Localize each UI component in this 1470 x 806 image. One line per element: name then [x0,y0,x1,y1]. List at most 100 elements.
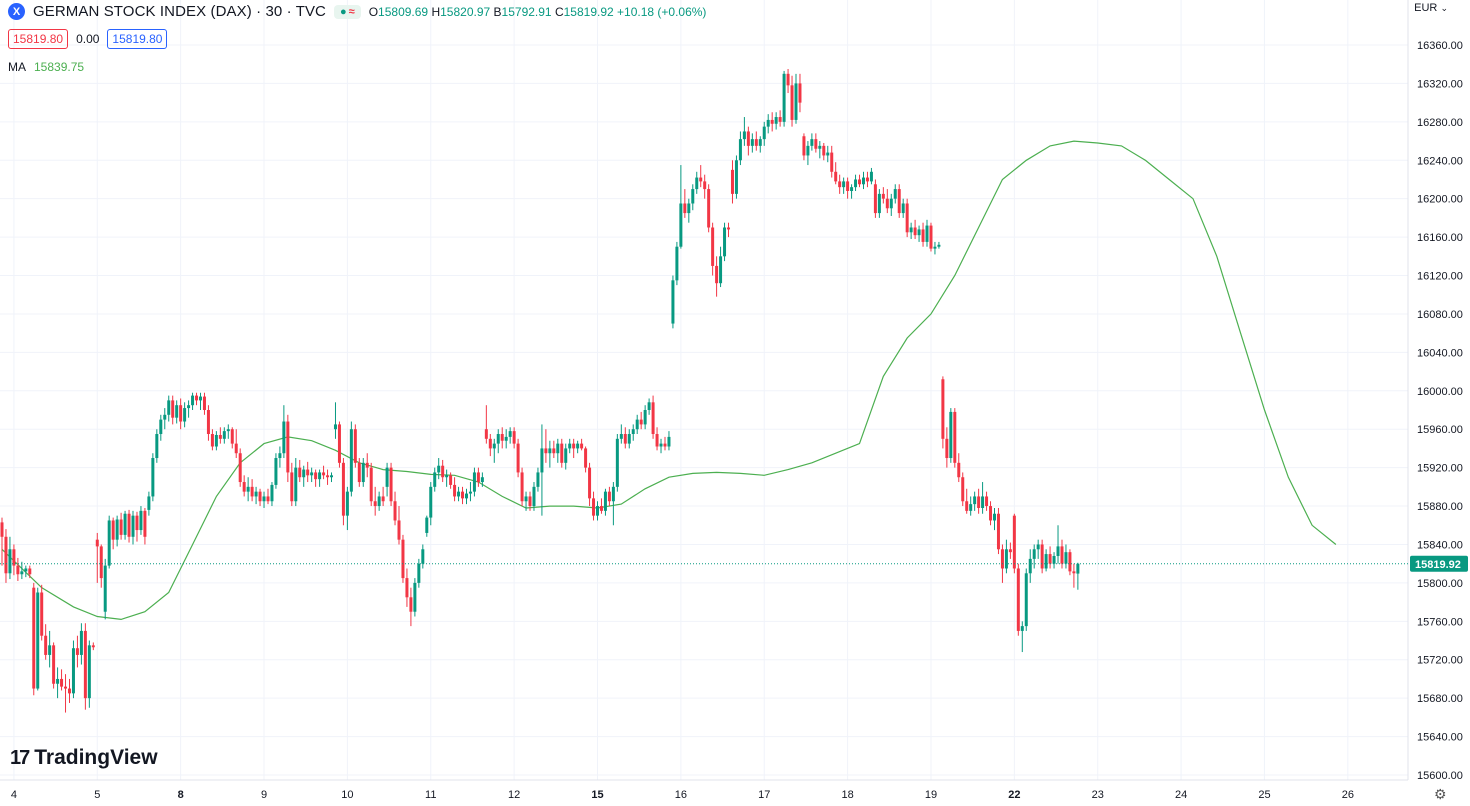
candle [846,177,850,199]
candle-body [854,179,858,188]
candle-body [1016,568,1020,631]
candle [445,469,449,487]
candle [742,117,746,146]
status-pill[interactable]: ● ≈ [334,4,361,19]
candle-body [881,193,885,199]
candle [655,427,659,451]
candle [155,429,159,463]
candle [877,189,881,218]
candle-body [357,462,361,483]
price-axis[interactable]: 15600.00 15640.00 15680.00 15720.00 15760.00… [1417,40,1463,782]
time-tick-label: 12 [508,789,520,801]
candle [961,472,965,507]
candle [861,171,865,190]
candle [588,462,592,507]
candle-body [647,402,651,410]
candle [44,624,48,660]
candle-body [683,203,687,214]
candle-body [107,520,111,566]
ma-legend[interactable]: MA 15839.75 [8,60,84,74]
candle [175,400,179,424]
candle [945,427,949,468]
candle [762,121,766,146]
candle-body [532,486,536,507]
candle [377,491,381,511]
candle-body [119,519,123,535]
candle-body [599,506,603,511]
candle [524,491,528,511]
candle [977,488,981,514]
candle [230,427,234,449]
candle [373,486,377,516]
candle-body [667,436,671,447]
price-tick-label: 15720.00 [1417,655,1463,667]
candle-body [1024,573,1028,627]
candle [1004,539,1008,574]
candle-body [1000,549,1004,569]
candle-body [71,648,75,694]
candle-body [635,419,639,430]
sell-price-box[interactable]: 15819.80 [8,29,69,49]
gear-icon[interactable]: ⚙ [1434,786,1447,802]
currency-selector[interactable]: EUR ⌄ [1414,2,1448,14]
candle [1008,542,1012,559]
candle [4,529,8,583]
candle [179,398,183,430]
candle [834,162,838,185]
candle-body [893,189,897,199]
candle-body [195,395,199,401]
candle-body [762,126,766,140]
symbol-logo-icon[interactable]: X [8,3,25,20]
candle-body [1056,546,1060,556]
close-label: C [554,4,564,19]
candle [949,408,953,463]
symbol-title[interactable]: GERMAN STOCK INDEX (DAX) · 30 · TVC [33,3,326,20]
tradingview-logo[interactable]: 17 TradingView [10,746,158,770]
candle [1056,525,1060,564]
candle-body [330,475,334,478]
candle [599,498,603,514]
candle [262,491,266,508]
candle [727,222,731,238]
candle [738,131,742,166]
candle [1036,539,1040,559]
candle [937,241,941,249]
candle [298,459,302,483]
candle-body [123,513,127,535]
candle [607,486,611,507]
candle-body [1068,552,1072,572]
candle-body [1064,552,1068,564]
candle-body [750,139,754,146]
candle [365,453,369,478]
candle-body [548,448,552,454]
price-tick-label: 15840.00 [1417,539,1463,551]
candle [246,477,250,502]
candle-body [707,189,711,228]
candle-body [794,83,798,120]
candle-body [961,477,965,502]
candle-body [115,519,119,540]
candle [659,438,663,454]
candle [850,184,854,199]
ma-value: 15839.75 [34,60,85,74]
candle [12,544,16,576]
candle-body [60,678,64,687]
candle [147,491,151,516]
candle [536,467,540,492]
buy-price-box[interactable]: 15819.80 [107,29,168,49]
time-tick-label: 4 [11,789,17,801]
candle [1072,563,1076,588]
candle-body [1052,556,1056,564]
candle-body [901,203,905,214]
candle-body [679,203,683,247]
candle [909,222,913,240]
candle-body [12,549,16,566]
candle-body [746,131,750,146]
candle-body [1060,546,1064,564]
candle-body [262,496,266,502]
time-axis[interactable]: 4 5 8 9 10 11 12 15 16 17 18 19 22 23 24 25 26 [11,789,1354,801]
candle-body [413,582,417,612]
candle [111,517,115,550]
candle [484,405,488,444]
